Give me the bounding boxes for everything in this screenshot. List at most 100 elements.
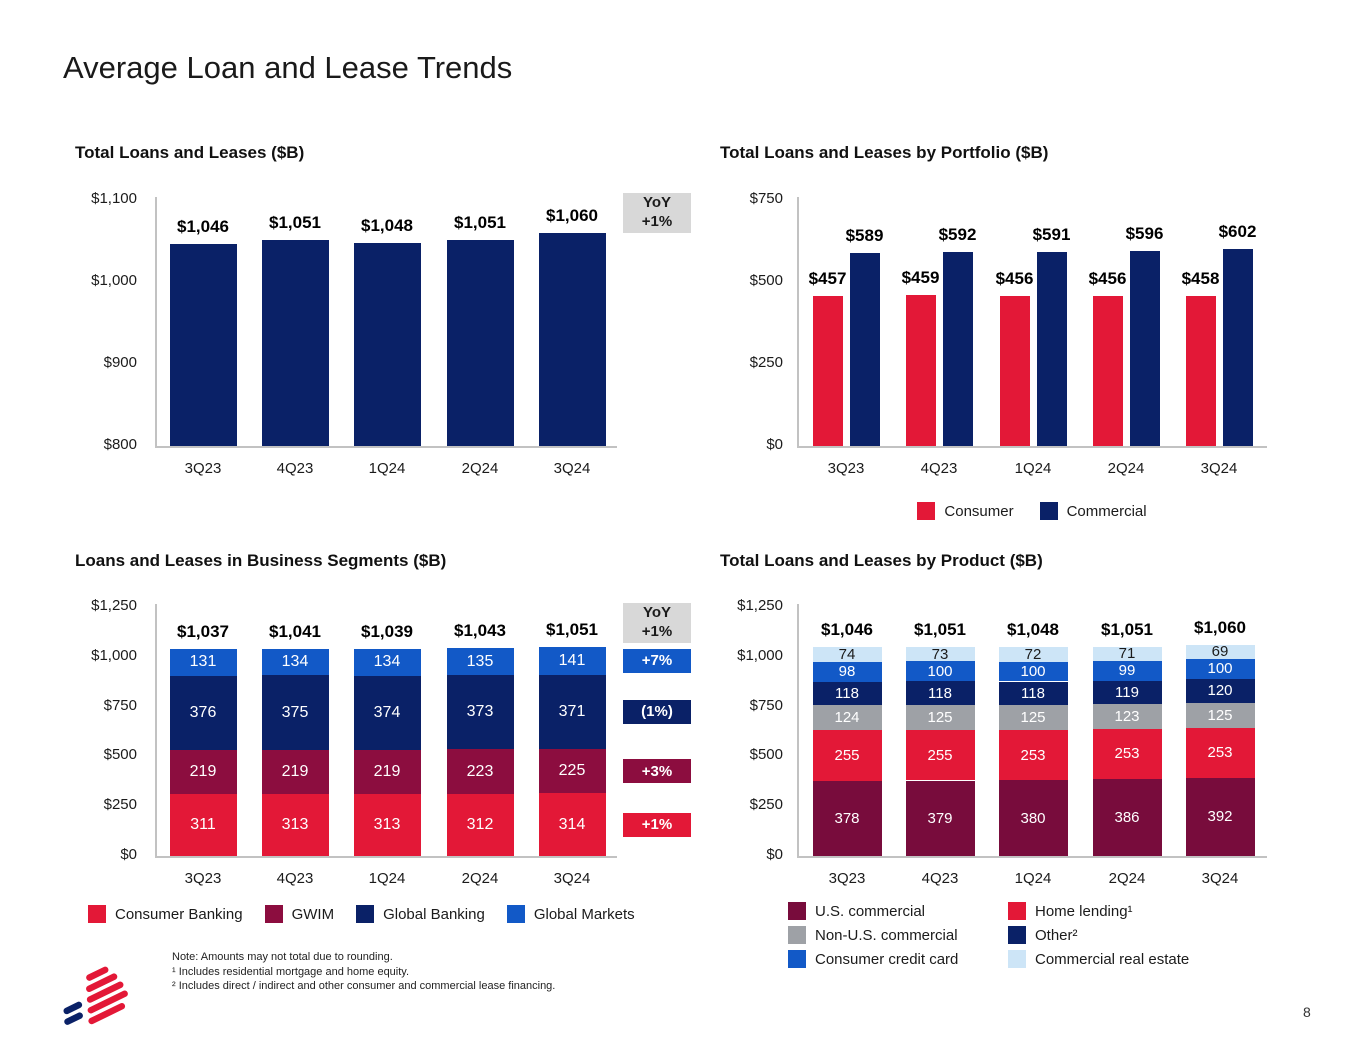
y-tick-label: $900: [103, 354, 137, 371]
y-axis-line: [155, 604, 157, 856]
legend-chip-icon: [788, 926, 806, 944]
segment-value-label: 313: [373, 815, 401, 833]
legend-label: Global Markets: [533, 905, 635, 923]
y-tick-label: $1,000: [91, 646, 137, 664]
bar-consumer: [1092, 296, 1123, 446]
footnote-note: Note: Amounts may not total due to round…: [172, 951, 393, 963]
bar-total-label: $1,041: [269, 621, 321, 641]
legend-item-non-u-s-commercial: Non-U.S. commercial: [788, 926, 1008, 944]
segment-global-banking: [538, 674, 606, 749]
bar-consumer: [999, 296, 1030, 446]
segment-value-label: 134: [281, 652, 309, 670]
bar-value-label: $596: [1125, 223, 1164, 243]
x-category-label: 2Q24: [1108, 870, 1146, 887]
bar-commercial: [1129, 250, 1160, 446]
y-tick-label: $750: [749, 696, 783, 714]
y-tick-label: $0: [120, 846, 137, 863]
segment-value-label: 134: [373, 653, 401, 671]
y-tick-label: $250: [749, 354, 783, 371]
bar-value-label: $592: [938, 224, 977, 244]
footnote-2: ² Includes direct / indirect and other c…: [172, 980, 556, 993]
bar-total-label: $1,039: [361, 621, 413, 641]
segment-value-label: 74: [838, 646, 856, 664]
segment-value-label: 120: [1207, 682, 1233, 700]
segment-value-label: 375: [281, 703, 309, 721]
y-axis-line: [797, 197, 799, 446]
segment-value-label: 386: [1114, 809, 1140, 827]
segment-home-lending: [1185, 727, 1255, 778]
legend-chip-icon: [264, 905, 283, 923]
legend: Consumer Commercial: [797, 502, 1267, 520]
segment-gwim: [261, 750, 329, 794]
legend-label: Non-U.S. commercial: [815, 926, 958, 944]
legend-item-consumer: Consumer: [917, 502, 1014, 520]
segment-consumer-banking: [261, 793, 329, 856]
legend-item-other: Other²: [1008, 926, 1189, 944]
segment-value-label: 255: [927, 746, 953, 764]
segment-consumer-credit-card: [905, 661, 975, 682]
legend-item-u-s-commercial: U.S. commercial: [788, 902, 1008, 920]
legend-item-home-lending: Home lending¹: [1008, 902, 1189, 920]
y-tick-label: $500: [749, 272, 783, 289]
segment-value-label: 125: [1207, 706, 1233, 724]
segment-value-label: 100: [1207, 660, 1233, 678]
segment-commercial-real-estate: [812, 647, 882, 663]
segment-gwim: [353, 750, 421, 794]
legend-item-global-banking: Global Banking: [356, 905, 485, 923]
bar-commercial: [1222, 248, 1253, 446]
segment-value-label: 392: [1207, 808, 1233, 826]
bar-value-label: $458: [1181, 268, 1220, 288]
segment-value-label: 135: [466, 652, 494, 670]
x-axis-line: [155, 446, 617, 448]
bar-value-label: $1,060: [546, 205, 598, 225]
bar-value-label: $456: [995, 269, 1034, 289]
bar-value-label: $457: [808, 269, 847, 289]
y-tick-label: $1,000: [737, 646, 783, 664]
segment-value-label: 311: [190, 816, 216, 834]
legend-label: Home lending¹: [1035, 902, 1133, 920]
bar-total-label: $1,051: [1101, 619, 1153, 639]
segment-value-label: 314: [558, 815, 586, 833]
yoy-box-value: +1%: [641, 213, 673, 230]
segment-gwim: [538, 748, 606, 794]
footnotes: Note: Amounts may not total due to round…: [172, 950, 555, 994]
legend-item-consumer-credit-card: Consumer credit card: [788, 950, 1008, 968]
bar-value-label: $1,048: [361, 215, 413, 235]
y-tick-label: $1,250: [737, 597, 783, 614]
bar-value-label: $602: [1218, 221, 1257, 241]
legend-item-commercial-real-estate: Commercial real estate: [1008, 950, 1189, 968]
bar-total-label: $1,060: [1194, 618, 1246, 638]
y-tick-label: $800: [103, 436, 137, 453]
segment-consumer-banking: [353, 793, 421, 856]
segment-commercial-real-estate: [998, 647, 1068, 662]
segment-consumer-banking: [446, 793, 514, 856]
segment-value-label: 118: [928, 684, 952, 702]
bar-consumer: [1185, 295, 1216, 446]
legend-label: Global Banking: [383, 905, 485, 923]
y-axis-line: [797, 604, 799, 856]
bar-total-label: $1,051: [914, 619, 966, 639]
x-category-label: 1Q24: [368, 870, 406, 887]
segment-value-label: 100: [1020, 663, 1046, 681]
y-tick-label: $1,100: [91, 190, 137, 207]
segment-value-label: 72: [1024, 645, 1042, 663]
segment-global-banking: [446, 675, 514, 750]
bar-commercial: [849, 252, 880, 446]
segment-value-label: 379: [927, 809, 953, 827]
footnote-1: ¹ Includes residential mortgage and home…: [172, 965, 410, 978]
segment-value-label: 73: [931, 645, 949, 663]
bar-commercial: [1036, 252, 1067, 446]
segment-u-s-commercial: [1092, 779, 1162, 856]
legend-label: Other²: [1035, 926, 1078, 944]
x-category-label: 4Q23: [276, 870, 314, 887]
yoy-box: YoY +1%: [623, 193, 691, 233]
legend-chip-icon: [788, 950, 806, 968]
segment-non-u-s-commercial: [812, 705, 882, 730]
segment-u-s-commercial: [1185, 777, 1255, 856]
y-tick-label: $1,000: [91, 272, 137, 289]
bar-total-label: $1,043: [454, 621, 506, 641]
segment-value-label: 118: [835, 684, 859, 702]
segment-other: [998, 681, 1068, 705]
yoy-box-title: YoY: [642, 194, 672, 212]
legend-label: GWIM: [291, 905, 335, 923]
